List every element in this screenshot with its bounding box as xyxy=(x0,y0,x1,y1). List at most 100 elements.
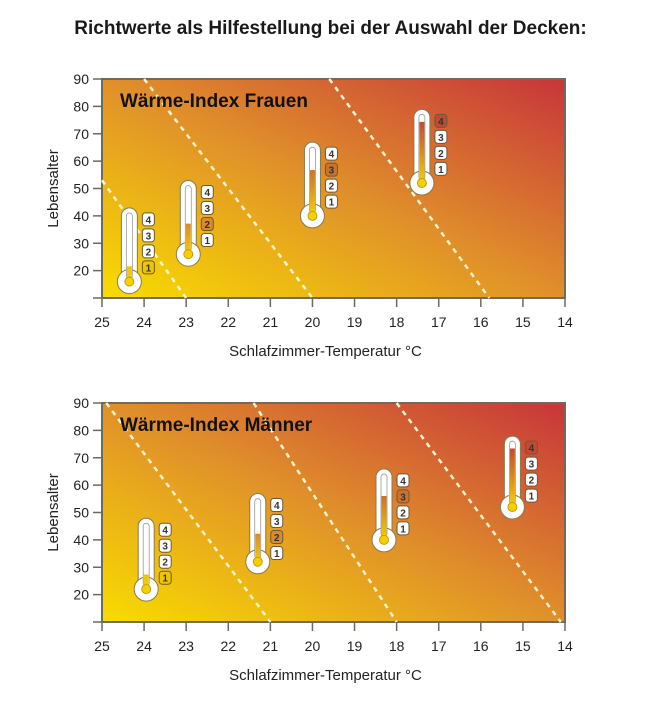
level-label: 1 xyxy=(162,574,168,585)
level-badge xyxy=(270,530,284,545)
page-title: Richtwerte als Hilfestellung bei der Aus… xyxy=(74,18,587,39)
x-tick-label: 25 xyxy=(94,638,110,654)
level-label: 2 xyxy=(400,508,406,519)
level-label: 1 xyxy=(438,165,444,176)
y-tick-label: 50 xyxy=(73,181,89,197)
level-badge xyxy=(158,522,172,537)
y-tick-label: 30 xyxy=(73,559,89,575)
thermometer: 4 3 2 1 xyxy=(245,493,284,575)
thermometer: 4 3 2 1 xyxy=(116,207,155,295)
level-badge xyxy=(396,489,410,504)
thermometer: 4 3 2 1 xyxy=(371,468,410,553)
level-label: 3 xyxy=(274,517,280,528)
y-tick-label: 90 xyxy=(73,395,89,411)
level-badge xyxy=(524,456,538,471)
thermometer-bulb-fill xyxy=(307,210,318,221)
thermometer: 4 3 2 1 xyxy=(499,435,538,520)
thermometer-bulb-fill xyxy=(141,584,152,595)
thermometer-fill xyxy=(255,533,261,562)
x-tick-label: 17 xyxy=(431,314,447,330)
level-badge xyxy=(434,161,448,176)
level-badge xyxy=(324,162,338,177)
y-tick-label: 40 xyxy=(73,532,89,548)
level-label: 4 xyxy=(146,215,152,226)
thermometer-fill xyxy=(381,495,387,540)
level-badge xyxy=(141,212,155,227)
level-label: 2 xyxy=(162,558,168,569)
level-badge xyxy=(396,521,410,536)
level-badge xyxy=(200,233,214,247)
level-badge xyxy=(270,514,284,529)
chart-title: Wärme-Index Männer xyxy=(120,415,313,436)
x-tick-label: 23 xyxy=(178,314,194,330)
thermometer-fill xyxy=(143,574,149,590)
level-badge xyxy=(434,145,448,160)
thermometer-bulb-fill xyxy=(416,178,427,188)
level-label: 4 xyxy=(438,117,444,128)
level-label: 2 xyxy=(529,476,535,487)
x-axis-label: Schlafzimmer-Temperatur °C xyxy=(229,667,422,684)
level-label: 4 xyxy=(205,188,211,199)
x-tick-label: 17 xyxy=(431,638,447,654)
thermometer-fill xyxy=(126,266,132,282)
level-badge xyxy=(324,194,338,209)
level-label: 4 xyxy=(274,501,280,512)
level-badge xyxy=(158,570,172,585)
level-label: 4 xyxy=(329,150,335,161)
x-tick-label: 25 xyxy=(94,314,110,330)
level-label: 4 xyxy=(400,476,406,487)
y-tick-label: 30 xyxy=(73,235,89,251)
level-label: 1 xyxy=(400,524,406,535)
y-tick-label: 80 xyxy=(73,422,89,438)
level-badge xyxy=(524,440,538,455)
thermometer-bulb-fill xyxy=(507,502,518,512)
level-label: 3 xyxy=(146,231,152,242)
x-axis-label: Schlafzimmer-Temperatur °C xyxy=(229,343,422,360)
x-tick-label: 23 xyxy=(178,638,194,654)
thermometer: 4 3 2 1 xyxy=(133,517,172,602)
y-tick-label: 60 xyxy=(73,477,89,493)
x-tick-label: 20 xyxy=(305,638,321,654)
thermometer: 4 3 2 1 xyxy=(409,108,448,196)
level-badge xyxy=(141,228,155,243)
level-label: 1 xyxy=(274,549,280,560)
x-tick-label: 19 xyxy=(347,314,363,330)
level-badge xyxy=(524,472,538,487)
chart-title: Wärme-Index Frauen xyxy=(120,91,308,112)
level-label: 2 xyxy=(274,533,280,544)
x-tick-label: 24 xyxy=(136,638,152,654)
level-label: 2 xyxy=(438,149,444,160)
level-label: 2 xyxy=(146,247,152,258)
level-badge xyxy=(270,546,284,561)
level-label: 1 xyxy=(205,236,211,247)
level-label: 3 xyxy=(205,204,211,215)
level-badge xyxy=(200,201,214,215)
x-tick-label: 21 xyxy=(263,638,279,654)
y-tick-label: 40 xyxy=(73,208,89,224)
thermometer-fill xyxy=(509,448,515,508)
x-tick-label: 16 xyxy=(473,638,489,654)
level-badge xyxy=(434,129,448,144)
y-tick-label: 20 xyxy=(73,263,89,279)
y-tick-label: 90 xyxy=(73,71,89,87)
x-tick-label: 15 xyxy=(515,314,531,330)
level-badge xyxy=(524,488,538,503)
x-tick-label: 16 xyxy=(473,314,489,330)
x-tick-label: 19 xyxy=(347,638,363,654)
level-badge xyxy=(270,498,284,513)
level-badge xyxy=(200,217,214,231)
x-tick-label: 24 xyxy=(136,314,152,330)
thermometer: 4 3 2 1 xyxy=(299,141,338,229)
thermometer-fill xyxy=(185,223,191,255)
y-axis-label: Lebensalter xyxy=(45,473,62,551)
x-tick-label: 14 xyxy=(557,314,573,330)
level-badge xyxy=(396,473,410,488)
x-tick-label: 15 xyxy=(515,638,531,654)
y-tick-label: 60 xyxy=(73,153,89,169)
level-label: 1 xyxy=(529,492,535,503)
level-badge xyxy=(158,554,172,569)
thermometer-fill xyxy=(419,121,425,184)
level-label: 1 xyxy=(146,263,152,274)
boundary-line xyxy=(143,78,314,299)
